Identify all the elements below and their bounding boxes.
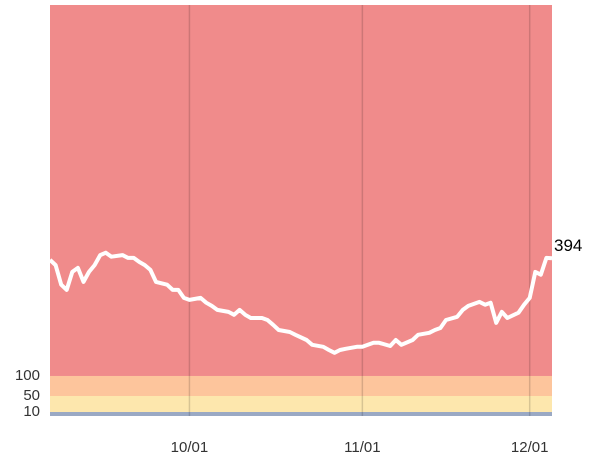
band [50, 375, 552, 396]
x-tick-label: 11/01 [344, 439, 380, 456]
y-tick-label: 100 [15, 367, 40, 384]
y-tick-label: 50 [23, 387, 40, 404]
band [50, 395, 552, 412]
y-tick-label: 10 [23, 403, 40, 420]
line [48, 250, 553, 355]
end-label: 394 [554, 236, 582, 255]
band [50, 411, 552, 416]
band [50, 5, 552, 376]
x-tick-label: 10/01 [171, 439, 209, 456]
x-tick-label: 12/01 [511, 439, 549, 456]
